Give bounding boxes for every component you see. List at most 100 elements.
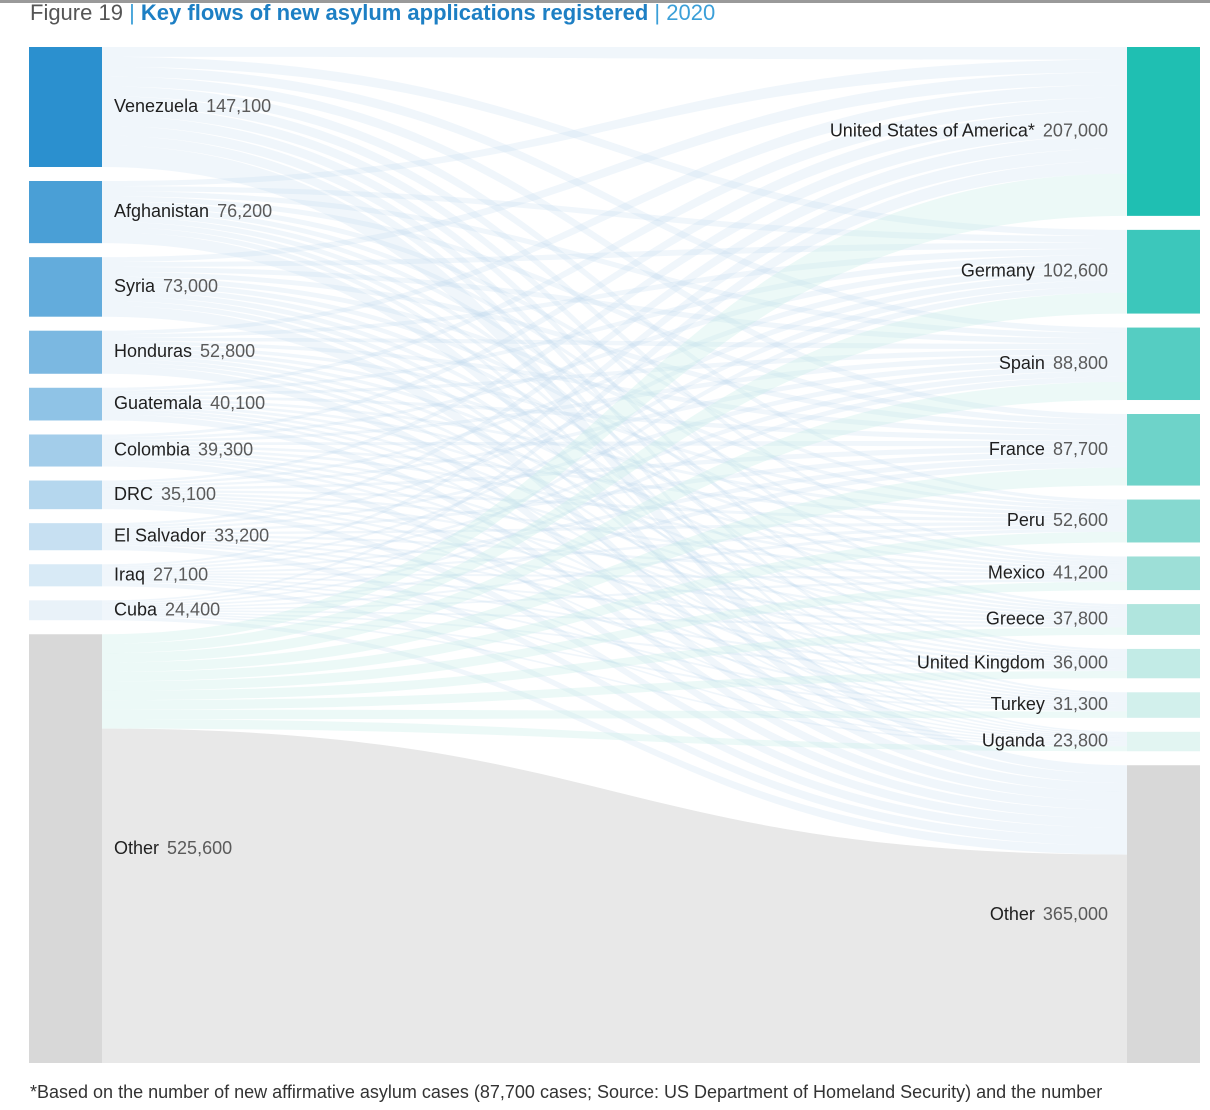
flow-drc-to-uganda [102,501,1127,743]
flow-el-salvador-to-greece [102,536,1127,623]
destination-label-united-states-of-america-name: United States of America* [830,120,1035,140]
origin-label-other-value: 525,600 [167,838,232,858]
flow-drc-to-united-kingdom [102,496,1127,665]
flow-colombia-to-greece [102,450,1127,618]
origin-label-honduras: Honduras 52,800 [114,341,255,361]
flow-afghanistan-to-united-kingdom [102,216,1127,654]
origin-label-venezuela: Venezuela 147,100 [114,96,271,116]
origin-label-honduras-value: 52,800 [200,341,255,361]
flow-cuba-to-uganda [102,615,1127,747]
destination-label-united-kingdom: United Kingdom 36,000 [917,652,1108,672]
destination-bar-france [1127,414,1200,486]
footnote: *Based on the number of new affirmative … [30,1082,1103,1102]
flow-honduras-to-uganda [102,362,1127,738]
destination-label-greece-name: Greece [986,608,1045,628]
flow-drc-to-peru [102,489,1127,523]
origin-bar-drc [29,480,102,510]
flow-honduras-to-other [102,366,1127,801]
flow-el-salvador-to-united-kingdom [102,538,1127,667]
flow-el-salvador-to-france [102,451,1127,533]
origin-bar-other [29,634,102,1063]
flow-iraq-to-peru [102,525,1127,574]
origin-label-colombia-name: Colombia [114,439,191,459]
destination-label-peru-value: 52,600 [1053,510,1108,530]
flow-el-salvador-to-uganda [102,543,1127,744]
destination-label-france-value: 87,700 [1053,439,1108,459]
destination-bar-united-states-of-america [1127,47,1200,216]
flow-iraq-to-united-states-of-america [102,148,1127,567]
origin-label-afghanistan-name: Afghanistan [114,201,209,221]
origin-label-venezuela-value: 147,100 [206,96,271,116]
flow-cuba-to-mexico [102,579,1127,611]
flow-el-salvador-to-peru [102,522,1127,535]
flow-cuba-to-greece [102,610,1127,628]
flow-drc-to-mexico [102,492,1127,575]
flow-other-to-uganda [102,719,1127,752]
flow-syria-to-france [102,271,1127,431]
origin-label-colombia-value: 39,300 [198,439,253,459]
destination-label-greece-value: 37,800 [1053,608,1108,628]
destination-bar-united-kingdom [1127,648,1200,679]
destination-label-germany-value: 102,600 [1043,260,1108,280]
destination-label-mexico-value: 41,200 [1053,562,1108,582]
flow-honduras-to-turkey [102,358,1127,700]
flow-drc-to-germany [102,267,1127,486]
flow-drc-to-turkey [102,499,1127,706]
flow-cuba-to-spain [102,376,1127,606]
flow-iraq-to-uganda [102,580,1127,745]
flow-afghanistan-to-other [102,231,1127,784]
flow-cuba-to-germany [102,286,1127,604]
destination-label-france: France 87,700 [989,439,1108,459]
flow-afghanistan-to-greece [102,211,1127,609]
origin-label-other: Other 525,600 [114,838,232,858]
flow-guatemala-to-turkey [102,409,1127,702]
origin-label-el-salvador: El Salvador 33,200 [114,525,269,545]
flow-other-to-peru [102,531,1127,682]
flow-afghanistan-to-mexico [102,206,1127,562]
flow-iraq-to-greece [102,575,1127,625]
flow-other-to-united-states-of-america [102,173,1127,644]
flow-el-salvador-to-turkey [102,540,1127,708]
flow-cuba-to-peru [102,528,1127,609]
destination-label-turkey: Turkey 31,300 [991,694,1108,714]
destination-label-peru-name: Peru [1007,510,1045,530]
flow-venezuela-to-peru [102,86,1127,503]
flow-guatemala-to-uganda [102,411,1127,740]
origin-label-iraq: Iraq 27,100 [114,564,208,584]
destination-bar-germany [1127,229,1200,314]
flow-colombia-to-united-kingdom [102,452,1127,663]
flow-iraq-to-turkey [102,578,1127,710]
flow-afghanistan-to-uganda [102,226,1127,735]
flow-syria-to-peru [102,276,1127,510]
origin-label-guatemala-name: Guatemala [114,393,203,413]
origin-bar-guatemala [29,387,102,421]
destination-label-united-kingdom-value: 36,000 [1053,652,1108,672]
bar-layer [29,47,1200,1063]
flow-colombia-to-france [102,440,1127,447]
flow-guatemala-to-france [102,395,1127,441]
flow-other-to-france [102,467,1127,672]
destination-label-spain-value: 88,800 [1053,353,1108,373]
origin-label-cuba-value: 24,400 [165,599,220,619]
flow-syria-to-spain [102,266,1127,344]
chart-year: 2020 [666,0,716,25]
chart-title: Key flows of new asylum applications reg… [140,0,649,25]
origin-label-iraq-value: 27,100 [153,564,208,584]
flow-honduras-to-germany [102,248,1127,338]
flow-colombia-to-mexico [102,447,1127,572]
flow-iraq-to-mexico [102,573,1127,580]
flow-venezuela-to-united-kingdom [102,115,1127,652]
flow-el-salvador-to-mexico [102,534,1127,577]
flow-iraq-to-germany [102,280,1127,568]
flow-afghanistan-to-peru [102,201,1127,506]
flow-other-to-greece [102,627,1127,701]
flow-venezuela-to-france [102,76,1127,420]
origin-label-cuba: Cuba 24,400 [114,599,220,619]
origin-label-other-name: Other [114,838,159,858]
origin-bar-colombia [29,434,102,467]
origin-label-syria: Syria 73,000 [114,276,218,296]
flow-cuba-to-united-kingdom [102,611,1127,671]
flow-colombia-to-spain [102,354,1127,443]
destination-label-spain: Spain 88,800 [999,353,1108,373]
flow-venezuela-to-greece [102,106,1127,607]
